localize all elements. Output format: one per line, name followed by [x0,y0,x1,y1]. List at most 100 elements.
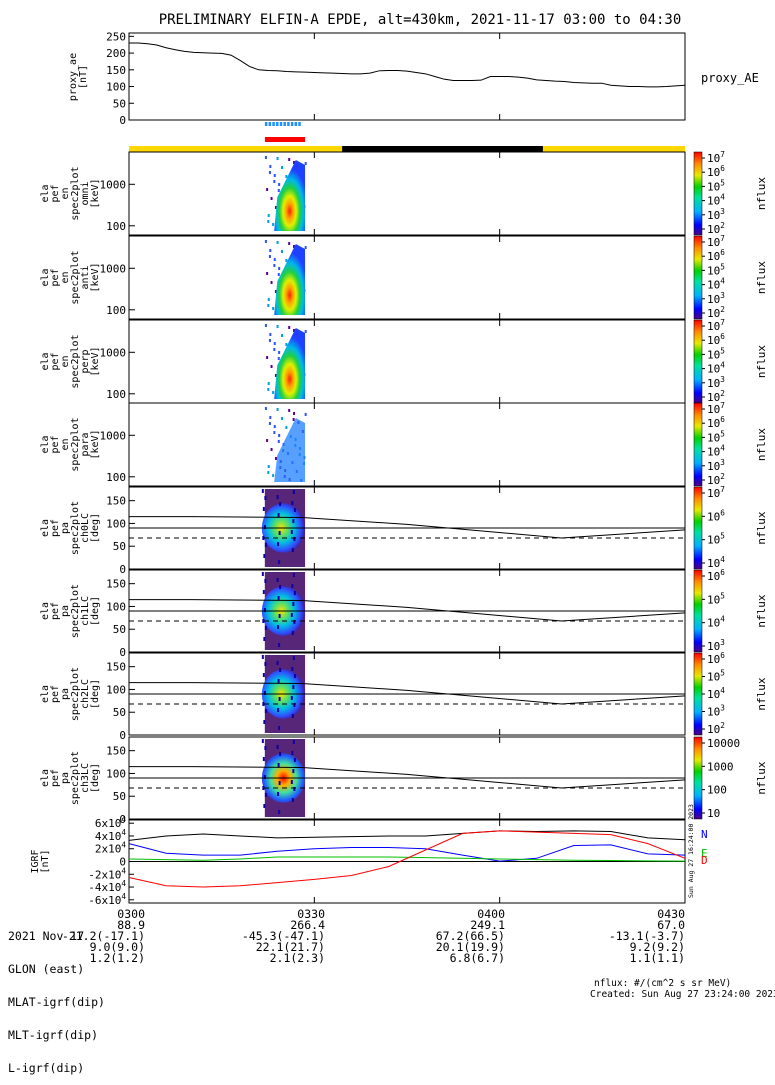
spectrogram-blob [274,160,306,231]
colorbar-tick-label: 104 [707,277,725,292]
igrf-line-d [128,830,686,888]
colorbar-tick-label: 104 [707,361,725,376]
speckle [277,596,280,600]
colorbar-tick-label: 105 [707,346,725,361]
y-tick-label: 150 [106,64,126,77]
speckle [276,241,279,244]
blue-dash [268,122,272,126]
y-axis-label-line: pef [50,268,61,286]
speckle [293,591,296,595]
colorbar-tick-label: 106 [707,568,725,583]
blue-dash [290,122,294,126]
speckle [277,440,280,443]
y-axis-label-line: ela [40,769,51,787]
speckle [280,417,283,420]
y-axis-label-line: perp [80,349,91,373]
footer-value: 20.1(19.9) [435,940,505,954]
speckle [293,674,296,678]
speckle [270,281,273,284]
y-axis-label-line: pef [50,685,61,703]
footer-value: 2.1(2.3) [269,951,325,965]
speckle [266,188,269,191]
speckle [293,703,296,707]
y-tick-label: 1000 [100,429,127,442]
colorbar-tick-label: 105 [707,532,725,547]
igrf-stamp: Sun Aug 27 16:24:00 2023 [687,804,695,898]
y-tick-label: 0 [119,646,126,659]
spectrogram-blob [274,244,306,315]
speckle [290,780,293,784]
speckle [261,655,264,659]
y-tick-label: 0 [119,813,126,826]
footer-value: 67.0 [657,918,685,932]
y-axis-label-line: pef [50,435,61,453]
footer-value: 0430 [657,907,685,921]
y-axis-label-line: [deg] [90,679,101,709]
igrf-line-black [128,830,686,841]
footer-value: -21.2(-17.1) [61,929,145,943]
speckle [272,307,275,310]
speckle [278,697,281,701]
y-axis-label-line: [keV] [90,346,101,376]
speckle [272,391,275,394]
speckle [261,489,264,493]
colorbar [693,569,703,653]
speckle [276,495,279,499]
y-axis-label-line: ch3LC [80,763,91,793]
colorbar [693,235,703,320]
speckle [292,602,295,606]
speckle [290,613,293,617]
colorbar-tick-label: 10 [707,807,720,820]
panel-frame [128,319,686,404]
speckle [268,339,271,342]
speckle [304,330,307,333]
speckle [278,434,281,437]
blue-dash [272,122,275,126]
speckle [280,166,283,169]
y-axis-label-line: [deg] [90,513,101,543]
speckle [274,374,277,377]
y-axis-label-line: [nT] [78,65,89,89]
speckle [278,267,281,270]
speckle [264,543,267,547]
elfin-summary-plot: PRELIMINARY ELFIN-A EPDE, alt=430km, 202… [30,12,768,907]
footer-value: 1.1(1.1) [629,951,685,965]
footer-value: 1.2(1.2) [89,951,145,965]
colorbar-tick-label: 105 [707,429,725,444]
y-axis-label-line: IGRF [30,849,41,873]
speckle [276,157,279,160]
blue-dash [276,122,279,126]
speckle [267,471,270,474]
pitch-angle-panel: 150 100 50 0 ela pef pa spec2plot ch3LC [deg] 1000… [40,736,768,826]
speckle [267,388,270,391]
speckle [273,258,276,261]
speckle [267,304,270,307]
colorbar-label: nflux [755,345,768,378]
black-bar [342,146,543,152]
loss-cone-line [129,766,686,789]
proxy-ae-line [129,42,686,88]
speckle [291,501,294,505]
speckle [292,519,295,523]
y-tick-label: 50 [113,790,126,803]
pitch-angle-panel: 150 100 50 0 ela pef pa spec2plot ch1LC [deg] 106 1… [40,568,768,659]
footer-label: MLAT-igrf(dip) [8,995,105,1009]
y-axis-label-line: omni [80,181,91,205]
speckle [266,356,269,359]
speckle [285,175,288,178]
y-tick-label: 1000 [100,262,127,275]
y-axis-label-line: pa [60,772,71,784]
y-tick-label: 1000 [100,346,127,359]
speckle [276,745,279,749]
speckle [264,324,267,327]
y-tick-label: 0 [119,729,126,742]
speckle [268,255,271,258]
y-tick-label: 150 [106,661,126,674]
y-tick-label: 100 [106,600,126,613]
speckle [263,525,266,529]
colorbar-tick-label: 1000 [707,760,734,773]
blue-dash [294,122,298,126]
